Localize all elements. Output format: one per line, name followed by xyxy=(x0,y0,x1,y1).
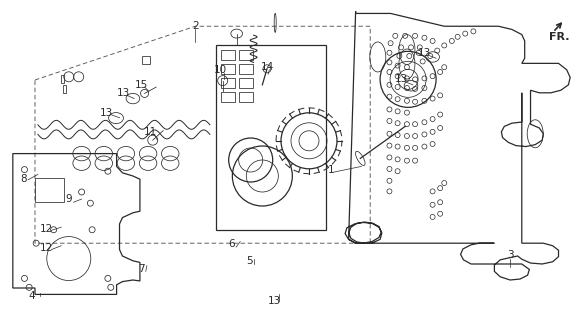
Text: 13: 13 xyxy=(268,296,280,307)
Text: 11: 11 xyxy=(144,127,157,137)
Text: 13: 13 xyxy=(395,74,408,84)
Text: 15: 15 xyxy=(135,80,147,90)
Text: 10: 10 xyxy=(214,65,227,75)
Text: 14: 14 xyxy=(261,62,273,72)
Text: FR.: FR. xyxy=(549,32,570,42)
Text: 4: 4 xyxy=(29,291,36,301)
Text: 1: 1 xyxy=(328,164,335,175)
Text: 12: 12 xyxy=(40,243,53,253)
Text: 9: 9 xyxy=(65,194,72,204)
Text: 7: 7 xyxy=(138,264,145,274)
Text: 13: 13 xyxy=(100,108,113,118)
Text: 5: 5 xyxy=(246,256,253,266)
Text: 13: 13 xyxy=(418,48,431,58)
Text: 8: 8 xyxy=(20,173,27,184)
Text: 2: 2 xyxy=(192,21,199,31)
Text: 12: 12 xyxy=(40,224,53,234)
Text: 3: 3 xyxy=(507,250,514,260)
Text: 6: 6 xyxy=(229,239,236,249)
Text: 13: 13 xyxy=(117,88,130,99)
